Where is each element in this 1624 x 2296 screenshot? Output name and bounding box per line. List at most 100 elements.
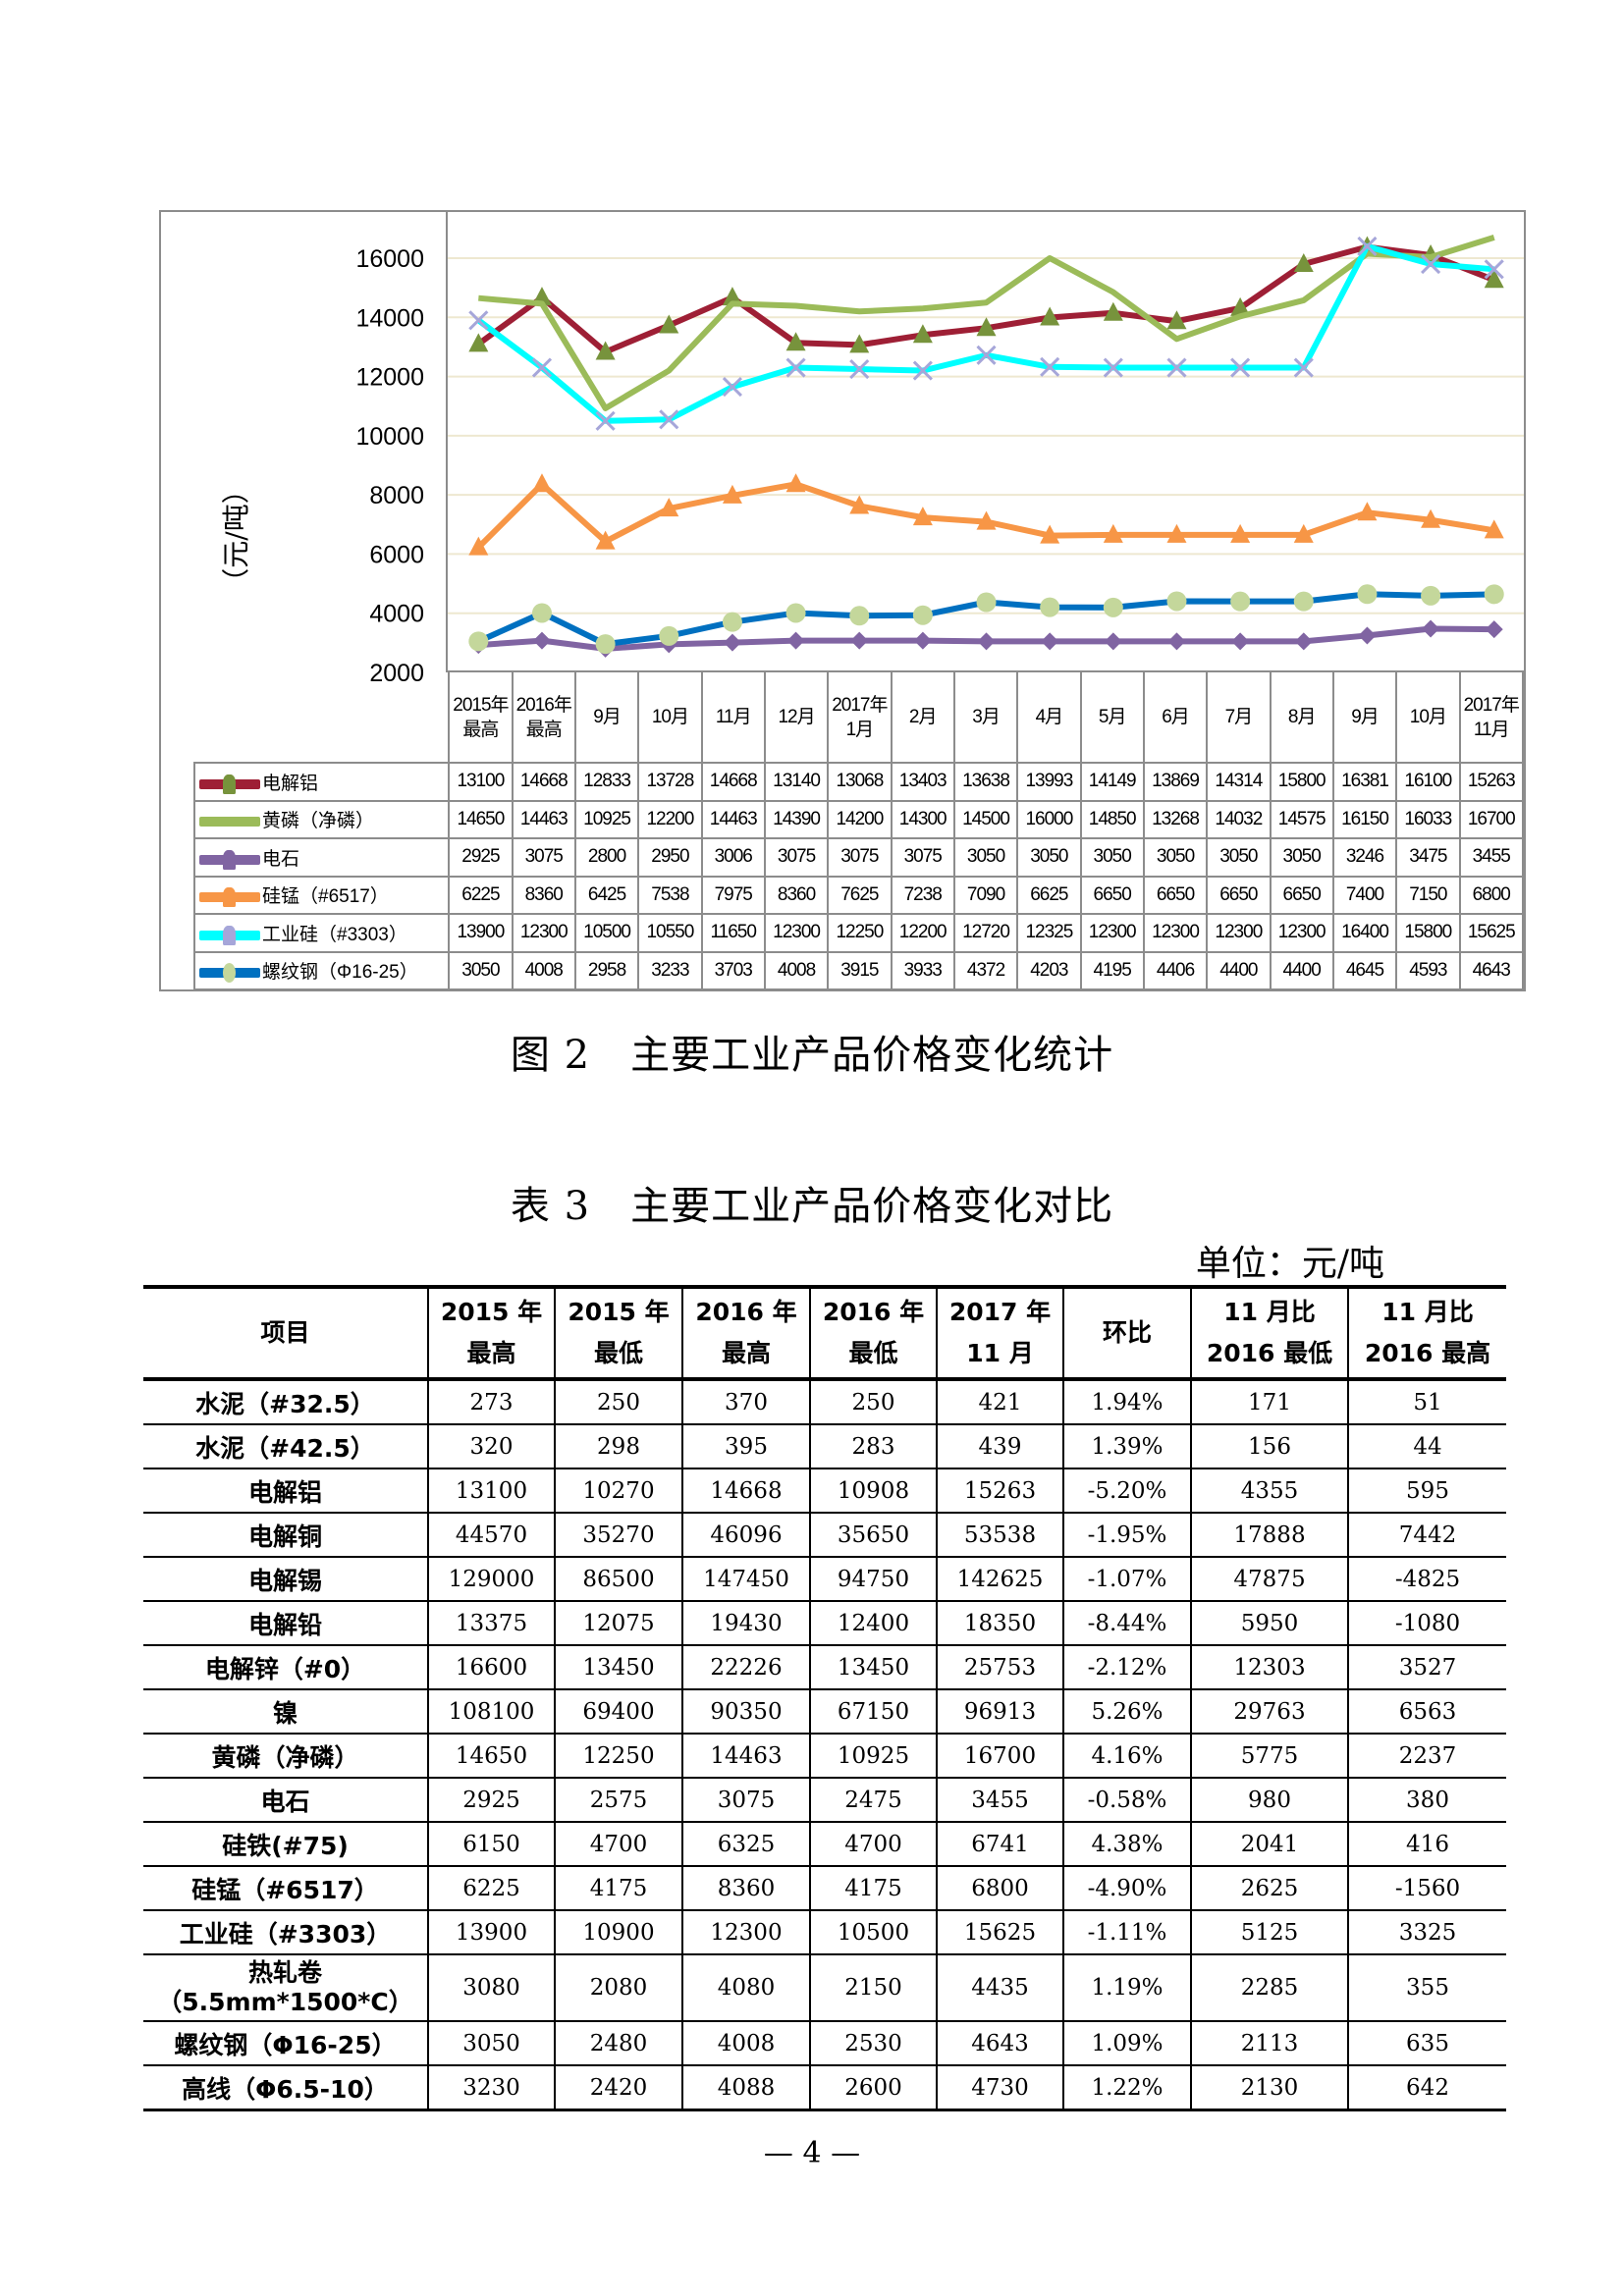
table-cell: 51 xyxy=(1347,1379,1506,1425)
table-cell: 3325 xyxy=(1347,1910,1506,1955)
table-cell: 6225 xyxy=(427,1866,555,1911)
data-label: 14300 xyxy=(890,799,955,839)
data-label: 6650 xyxy=(1269,875,1334,915)
table-cell: 2285 xyxy=(1190,1954,1348,2022)
triangle-marker xyxy=(785,332,806,351)
series-row: 电解铝 13100 14668 12833 13728 14668 13140 13068 13… xyxy=(192,762,1524,802)
triangle-marker xyxy=(1484,269,1504,289)
table-cell: 6563 xyxy=(1347,1689,1506,1735)
price-comparison-table: 项目 2015 年最高 2015 年最低 2016 年最高 2016 年最低 2017 年… xyxy=(143,1285,1506,2111)
data-label: 3455 xyxy=(1458,837,1524,878)
table-cell: 25753 xyxy=(936,1645,1063,1690)
triangle-marker xyxy=(976,510,997,530)
table-cell: 5125 xyxy=(1190,1910,1348,1955)
triangle-marker xyxy=(595,530,616,550)
chart-plot: 200040006000800010000120001400016000（元/吨… xyxy=(220,212,1524,687)
data-label: 6425 xyxy=(573,875,640,915)
table-row: 镍 108100 69400 90350 67150 96913 5.26% 29763 656… xyxy=(143,1689,1506,1735)
data-label: 7975 xyxy=(700,875,766,915)
legend-swatch-icon xyxy=(199,887,260,908)
table-cell: 44 xyxy=(1347,1424,1506,1469)
item-name: 螺纹钢（Φ16-25） xyxy=(143,2021,428,2066)
series-row: 工业硅（#3303） 13900 12300 10500 10550 11650 12300… xyxy=(192,913,1524,953)
table-cell: 46096 xyxy=(681,1513,810,1558)
data-label: 4008 xyxy=(511,950,576,990)
legend-label: 螺纹钢（Φ16-25） xyxy=(262,962,418,984)
x-marker xyxy=(1040,356,1060,377)
legend-entry: 电解铝 xyxy=(192,762,451,802)
circle-marker xyxy=(1293,591,1314,612)
table-cell: 5775 xyxy=(1190,1734,1348,1779)
table-cell: 6325 xyxy=(681,1822,810,1867)
table-cell: 3455 xyxy=(936,1778,1063,1823)
data-label: 14668 xyxy=(511,762,576,802)
table-row: 电解铅 13375 12075 19430 12400 18350 -8.44% 5950 -1… xyxy=(143,1601,1506,1646)
table-row: 螺纹钢（Φ16-25） 3050 2480 4008 2530 4643 1.09% 2113… xyxy=(143,2021,1506,2066)
table-cell: 156 xyxy=(1190,1424,1348,1469)
data-label: 4593 xyxy=(1395,950,1461,990)
data-label: 7150 xyxy=(1395,875,1461,915)
data-label: 3075 xyxy=(890,837,955,878)
legend-label: 电解铝 xyxy=(262,773,319,794)
data-label: 12300 xyxy=(511,913,576,953)
category-label: 2月 xyxy=(890,670,955,764)
data-label: 3050 xyxy=(1016,837,1082,878)
triangle-marker xyxy=(1040,306,1060,326)
table-cell: 4700 xyxy=(809,1822,937,1867)
table-cell: 108100 xyxy=(427,1689,555,1735)
table-cell: 13450 xyxy=(809,1645,937,1690)
circle-marker xyxy=(976,592,997,613)
table-cell: 3075 xyxy=(681,1778,810,1823)
series-row: 螺纹钢（Φ16-25） 3050 4008 2958 3233 3703 4008 3915 3… xyxy=(192,950,1524,990)
category-label: 10月 xyxy=(1395,670,1461,764)
table-cell: -5.20% xyxy=(1062,1468,1191,1514)
table-cell: 171 xyxy=(1190,1379,1348,1425)
item-name: 水泥（#32.5） xyxy=(143,1379,428,1425)
triangle-marker xyxy=(1166,310,1187,330)
legend-label: 硅锰（#6517） xyxy=(262,886,389,908)
data-label: 3050 xyxy=(1079,837,1145,878)
table-row: 硅铁(#75) 6150 4700 6325 4700 6741 4.38% 2041 416 xyxy=(143,1822,1506,1867)
diamond-marker xyxy=(1422,619,1440,638)
data-label: 14463 xyxy=(700,799,766,839)
table-cell: 4175 xyxy=(809,1866,937,1911)
data-label: 13100 xyxy=(448,762,514,802)
data-label: 3050 xyxy=(1269,837,1334,878)
column-header: 项目 xyxy=(143,1285,428,1381)
data-label: 4203 xyxy=(1016,950,1082,990)
triangle-marker xyxy=(1357,502,1378,521)
x-marker xyxy=(1421,253,1441,275)
table-cell: 2625 xyxy=(1190,1866,1348,1911)
data-label: 4372 xyxy=(952,950,1019,990)
table-cell: 129000 xyxy=(427,1557,555,1602)
data-label: 4400 xyxy=(1206,950,1272,990)
data-label: 13638 xyxy=(952,762,1019,802)
table-cell: 53538 xyxy=(936,1513,1063,1558)
table-cell: 10270 xyxy=(554,1468,682,1514)
data-label: 13068 xyxy=(827,762,893,802)
diamond-marker xyxy=(1358,626,1377,645)
triangle-marker xyxy=(1293,523,1314,543)
x-marker xyxy=(976,345,997,365)
triangle-marker xyxy=(849,334,870,353)
data-label: 16150 xyxy=(1331,799,1398,839)
table-cell: 1.39% xyxy=(1062,1424,1191,1469)
table-cell: 13375 xyxy=(427,1601,555,1646)
data-label: 3075 xyxy=(511,837,576,878)
table-cell: 2237 xyxy=(1347,1734,1506,1779)
data-label: 7090 xyxy=(952,875,1019,915)
data-label: 14149 xyxy=(1079,762,1145,802)
item-name: 电解铝 xyxy=(143,1468,428,1514)
triangle-marker xyxy=(1484,519,1504,539)
data-label: 13900 xyxy=(448,913,514,953)
table-cell: -0.58% xyxy=(1062,1778,1191,1823)
table-cell: 94750 xyxy=(809,1557,937,1602)
data-label: 16000 xyxy=(1016,799,1082,839)
diamond-marker xyxy=(723,633,741,652)
diamond-marker xyxy=(1294,632,1313,651)
table-row: 热轧卷 （5.5mm*1500*C） 3080 2080 4080 2150 4435 1.1… xyxy=(143,1954,1506,2022)
figure-caption: 图 2 主要工业产品价格变化统计 xyxy=(510,1033,1114,1078)
data-label: 14200 xyxy=(827,799,893,839)
column-header: 环比 xyxy=(1062,1285,1191,1381)
table-cell: 8360 xyxy=(681,1866,810,1911)
